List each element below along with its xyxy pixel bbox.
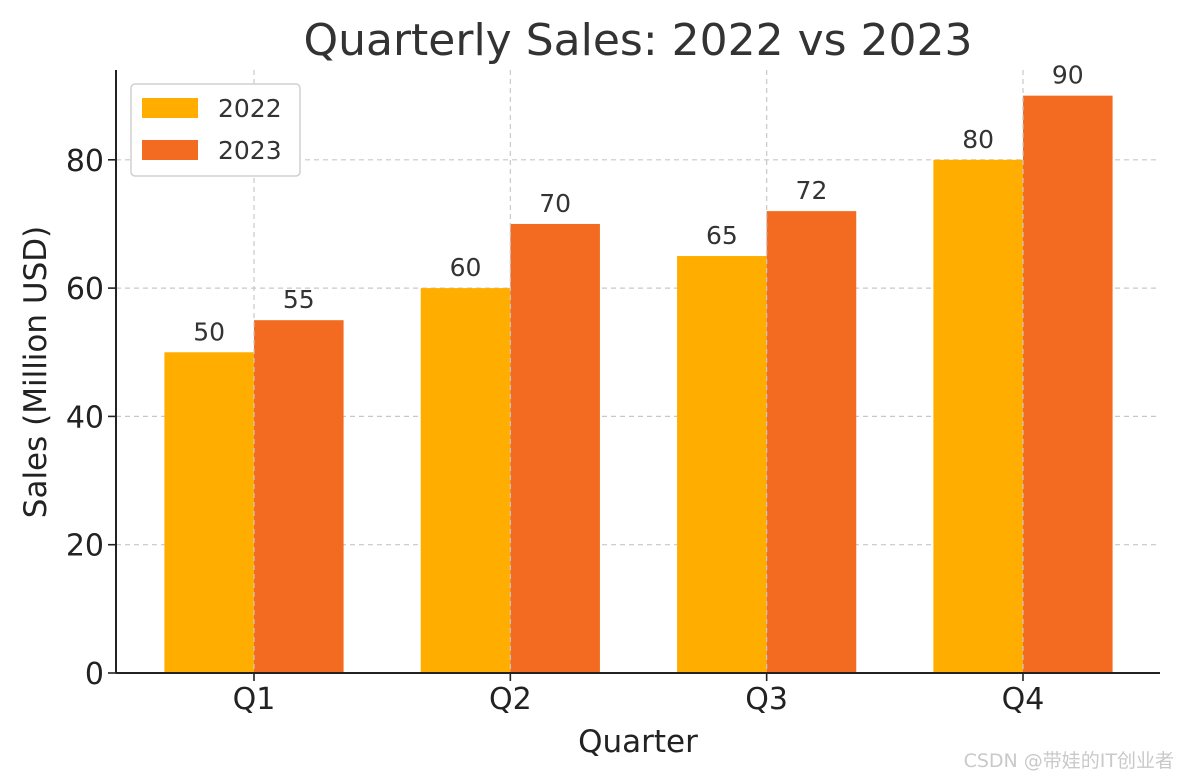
bar-2023-q2 xyxy=(510,223,600,673)
bar-2023-q4 xyxy=(1022,95,1113,674)
x-tick-label-q2: Q2 xyxy=(489,682,532,717)
x-axis-label: Quarter xyxy=(578,724,698,760)
bar-2023-q3 xyxy=(766,211,857,673)
data-label-2022-q1: 50 xyxy=(193,317,225,346)
legend-label-2022: 2022 xyxy=(218,94,282,123)
bar-series xyxy=(164,95,1113,674)
bar-2022-q3 xyxy=(677,256,767,673)
y-tick-label: 60 xyxy=(66,272,104,307)
data-label-2023-q4: 90 xyxy=(1052,61,1084,90)
legend: 2022 2023 xyxy=(130,83,301,177)
x-tick-label-q1: Q1 xyxy=(233,682,276,717)
bar-2022-q2 xyxy=(420,288,511,673)
legend-swatch-2023 xyxy=(142,140,198,160)
y-tick-label: 80 xyxy=(66,144,104,179)
data-label-2022-q2: 60 xyxy=(450,253,482,282)
y-tick-label: 0 xyxy=(85,657,104,692)
data-label-2022-q4: 80 xyxy=(962,125,994,154)
chart-title: Quarterly Sales: 2022 vs 2023 xyxy=(303,15,972,66)
legend-swatch-2022 xyxy=(142,98,198,118)
bar-2022-q4 xyxy=(933,159,1023,673)
data-label-2023-q2: 70 xyxy=(539,189,571,218)
data-label-2022-q3: 65 xyxy=(706,221,738,250)
legend-label-2023: 2023 xyxy=(218,136,282,165)
x-tick-label-q3: Q3 xyxy=(745,682,788,717)
watermark: CSDN @带娃的IT创业者 xyxy=(964,750,1174,772)
data-label-2023-q1: 55 xyxy=(283,285,315,314)
data-label-2023-q3: 72 xyxy=(796,176,828,205)
y-tick-label: 20 xyxy=(66,529,104,564)
y-tick-label: 40 xyxy=(66,400,104,435)
y-axis-label: Sales (Million USD) xyxy=(18,226,54,518)
data-labels: 50 60 65 80 55 70 72 90 xyxy=(193,61,1084,673)
x-tick-label-q4: Q4 xyxy=(1002,682,1045,717)
bar-2022-q1 xyxy=(164,352,254,673)
bar-2023-q1 xyxy=(254,320,344,673)
axes: 0 20 40 60 80 Q1 Q2 Q3 Q4 xyxy=(66,70,1160,717)
